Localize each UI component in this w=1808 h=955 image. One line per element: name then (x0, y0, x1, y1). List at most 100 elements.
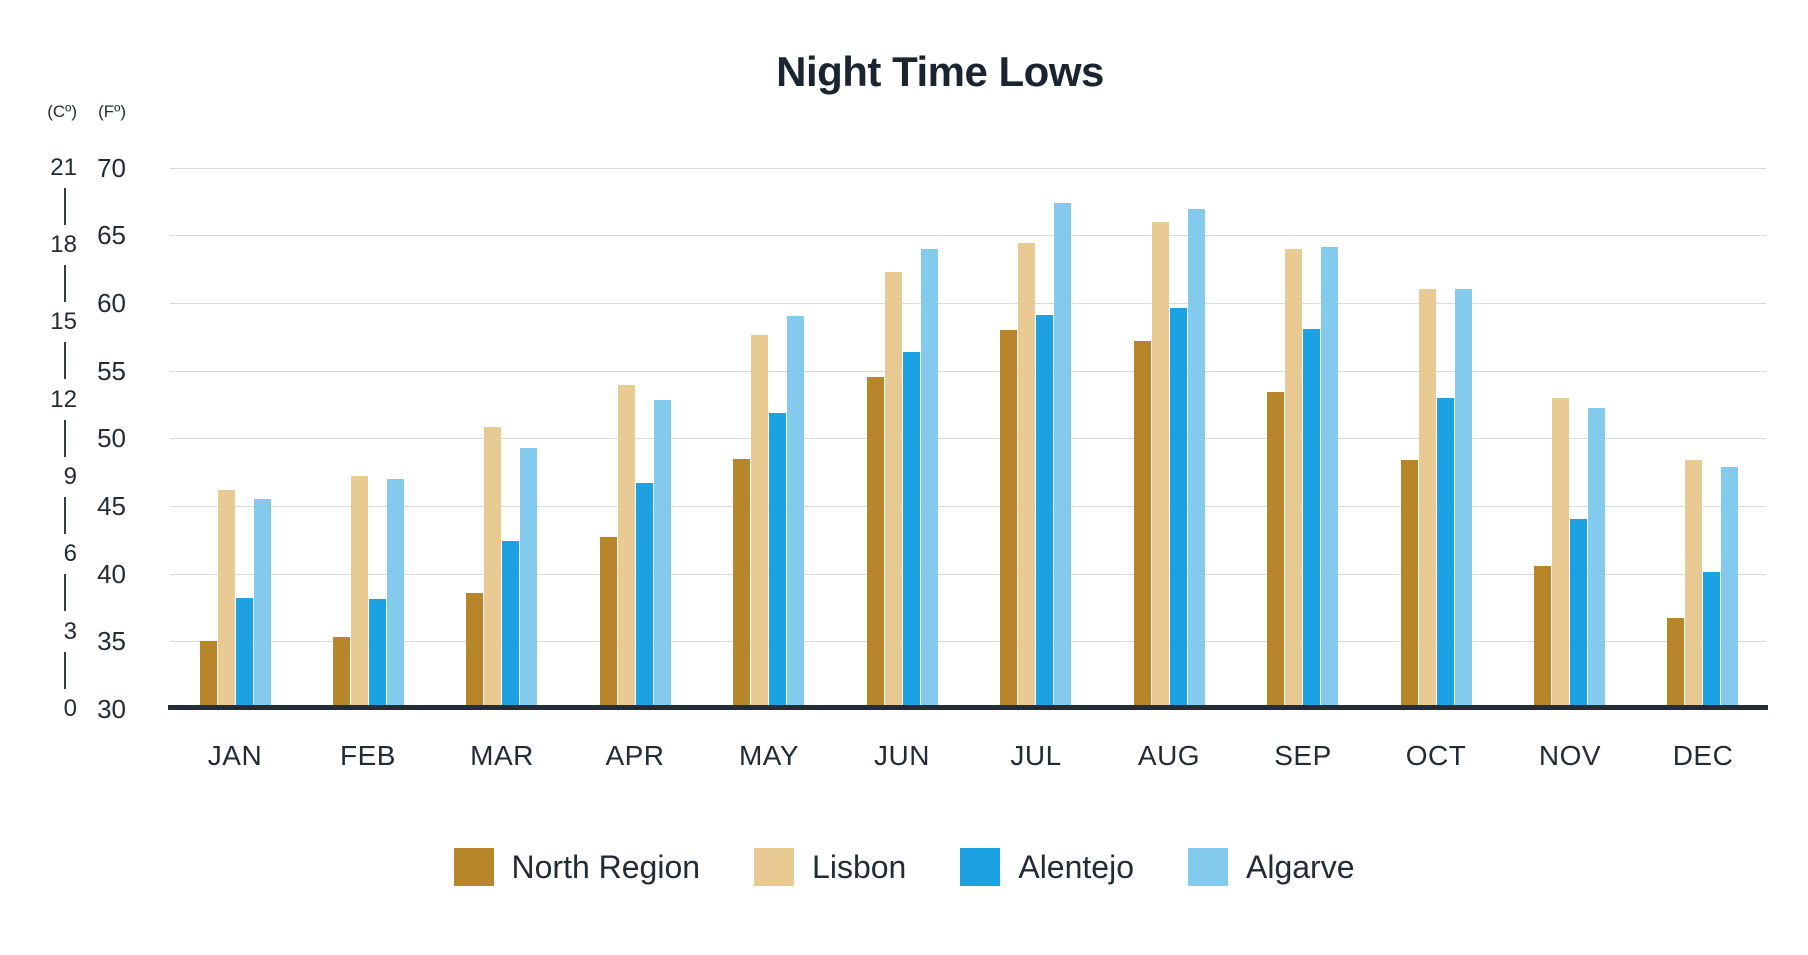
bar-dec-north-region (1667, 618, 1684, 709)
bar-dec-alentejo (1703, 572, 1720, 709)
c-axis-tick-label: 12 (50, 386, 77, 413)
legend-label: Alentejo (1018, 848, 1134, 885)
c-axis-tick-label: 3 (63, 618, 77, 645)
gridline-45f (170, 506, 1766, 507)
bar-apr-lisbon (618, 385, 635, 709)
f-axis-tick-label: 45 (97, 491, 126, 521)
bar-jan-alentejo (236, 598, 253, 709)
c-axis-tick-label: 21 (50, 154, 77, 181)
f-axis-tick-label: 60 (97, 288, 126, 318)
bar-sep-algarve (1321, 247, 1338, 709)
f-axis-tick-label: 35 (97, 626, 126, 656)
bar-mar-algarve (520, 448, 537, 709)
bar-mar-north-region (466, 593, 483, 709)
c-axis-tick-mark (63, 265, 66, 302)
bar-jan-north-region (200, 641, 217, 709)
bar-feb-algarve (387, 479, 404, 709)
gridline-60f (170, 303, 1766, 304)
bar-jul-lisbon (1018, 243, 1035, 709)
c-axis-tick-label: 15 (50, 308, 77, 335)
legend-swatch-alentejo (960, 848, 1001, 886)
x-axis-month-label: NOV (1538, 740, 1602, 771)
x-axis-month-label: JUL (1010, 740, 1062, 771)
x-axis-month-label: APR (605, 740, 665, 771)
bar-aug-algarve (1188, 209, 1205, 709)
legend: North Region Lisbon Alentejo Algarve (0, 848, 1808, 886)
legend-label: North Region (511, 848, 701, 885)
bar-may-lisbon (751, 335, 768, 709)
legend-item-lisbon: Lisbon (754, 848, 906, 886)
x-axis-month-label: MAY (738, 740, 800, 771)
bar-jul-alentejo (1036, 315, 1053, 709)
legend-label: Algarve (1245, 848, 1355, 885)
bar-oct-north-region (1401, 460, 1418, 709)
bar-oct-algarve (1455, 289, 1472, 709)
bar-apr-algarve (654, 400, 671, 709)
bar-sep-alentejo (1303, 329, 1320, 709)
bar-jan-lisbon (218, 490, 235, 709)
x-axis-month-label: DEC (1672, 740, 1734, 771)
x-axis-month-label: SEP (1274, 740, 1332, 771)
legend-item-alentejo: Alentejo (960, 848, 1134, 886)
bar-nov-algarve (1588, 408, 1605, 709)
fahrenheit-unit-label: (Fº) (98, 102, 126, 121)
c-axis-tick-label: 0 (63, 695, 77, 722)
legend-item-algarve: Algarve (1187, 848, 1355, 886)
bar-jun-north-region (867, 377, 884, 709)
bar-aug-north-region (1134, 341, 1151, 709)
bar-apr-north-region (600, 537, 617, 709)
bar-apr-alentejo (636, 483, 653, 709)
bar-oct-alentejo (1437, 398, 1454, 709)
bar-may-algarve (787, 316, 804, 709)
bar-nov-alentejo (1570, 519, 1587, 709)
bar-aug-lisbon (1152, 222, 1169, 709)
c-axis-tick-mark (63, 652, 66, 689)
bar-feb-north-region (333, 637, 350, 709)
x-axis-month-label: MAR (470, 740, 534, 771)
c-axis-tick-mark (63, 574, 66, 611)
x-axis-month-label: JUN (874, 740, 930, 771)
f-axis-tick-label: 55 (97, 356, 126, 386)
legend-swatch-north-region (453, 848, 494, 886)
legend-swatch-algarve (1187, 848, 1228, 886)
gridline-50f (170, 438, 1766, 439)
bar-mar-lisbon (484, 427, 501, 709)
bar-sep-north-region (1267, 392, 1284, 709)
bar-oct-lisbon (1419, 289, 1436, 709)
bar-nov-north-region (1534, 566, 1551, 709)
bar-dec-algarve (1721, 467, 1738, 709)
x-axis-baseline (168, 705, 1768, 710)
f-axis-tick-label: 30 (97, 694, 126, 724)
bar-jan-algarve (254, 499, 271, 709)
gridline-40f (170, 574, 1766, 575)
c-axis-tick-label: 9 (63, 463, 77, 490)
bar-dec-lisbon (1685, 460, 1702, 709)
bar-jul-algarve (1054, 203, 1071, 709)
bar-jun-lisbon (885, 272, 902, 709)
f-axis-tick-label: 50 (97, 423, 126, 453)
bar-jul-north-region (1000, 330, 1017, 709)
gridline-35f (170, 641, 1766, 642)
bar-jun-alentejo (903, 352, 920, 709)
f-axis-tick-label: 70 (97, 153, 126, 183)
bar-nov-lisbon (1552, 398, 1569, 709)
bar-jun-algarve (921, 249, 938, 709)
c-axis-tick-mark (63, 342, 66, 379)
bar-feb-alentejo (369, 599, 386, 709)
c-axis-tick-mark (63, 188, 66, 225)
x-axis-month-label: JAN (207, 740, 263, 771)
c-axis-tick-mark (63, 497, 66, 534)
bar-may-north-region (733, 459, 750, 709)
celsius-unit-label: (Cº) (47, 102, 77, 121)
x-axis-month-label: OCT (1405, 740, 1467, 771)
bar-sep-lisbon (1285, 249, 1302, 709)
legend-swatch-lisbon (754, 848, 795, 886)
x-axis-month-label: FEB (340, 740, 396, 771)
c-axis-tick-label: 6 (63, 540, 77, 567)
gridline-65f (170, 235, 1766, 236)
gridline-70f (170, 168, 1766, 169)
gridline-55f (170, 371, 1766, 372)
bar-aug-alentejo (1170, 308, 1187, 709)
legend-label: Lisbon (812, 848, 907, 885)
